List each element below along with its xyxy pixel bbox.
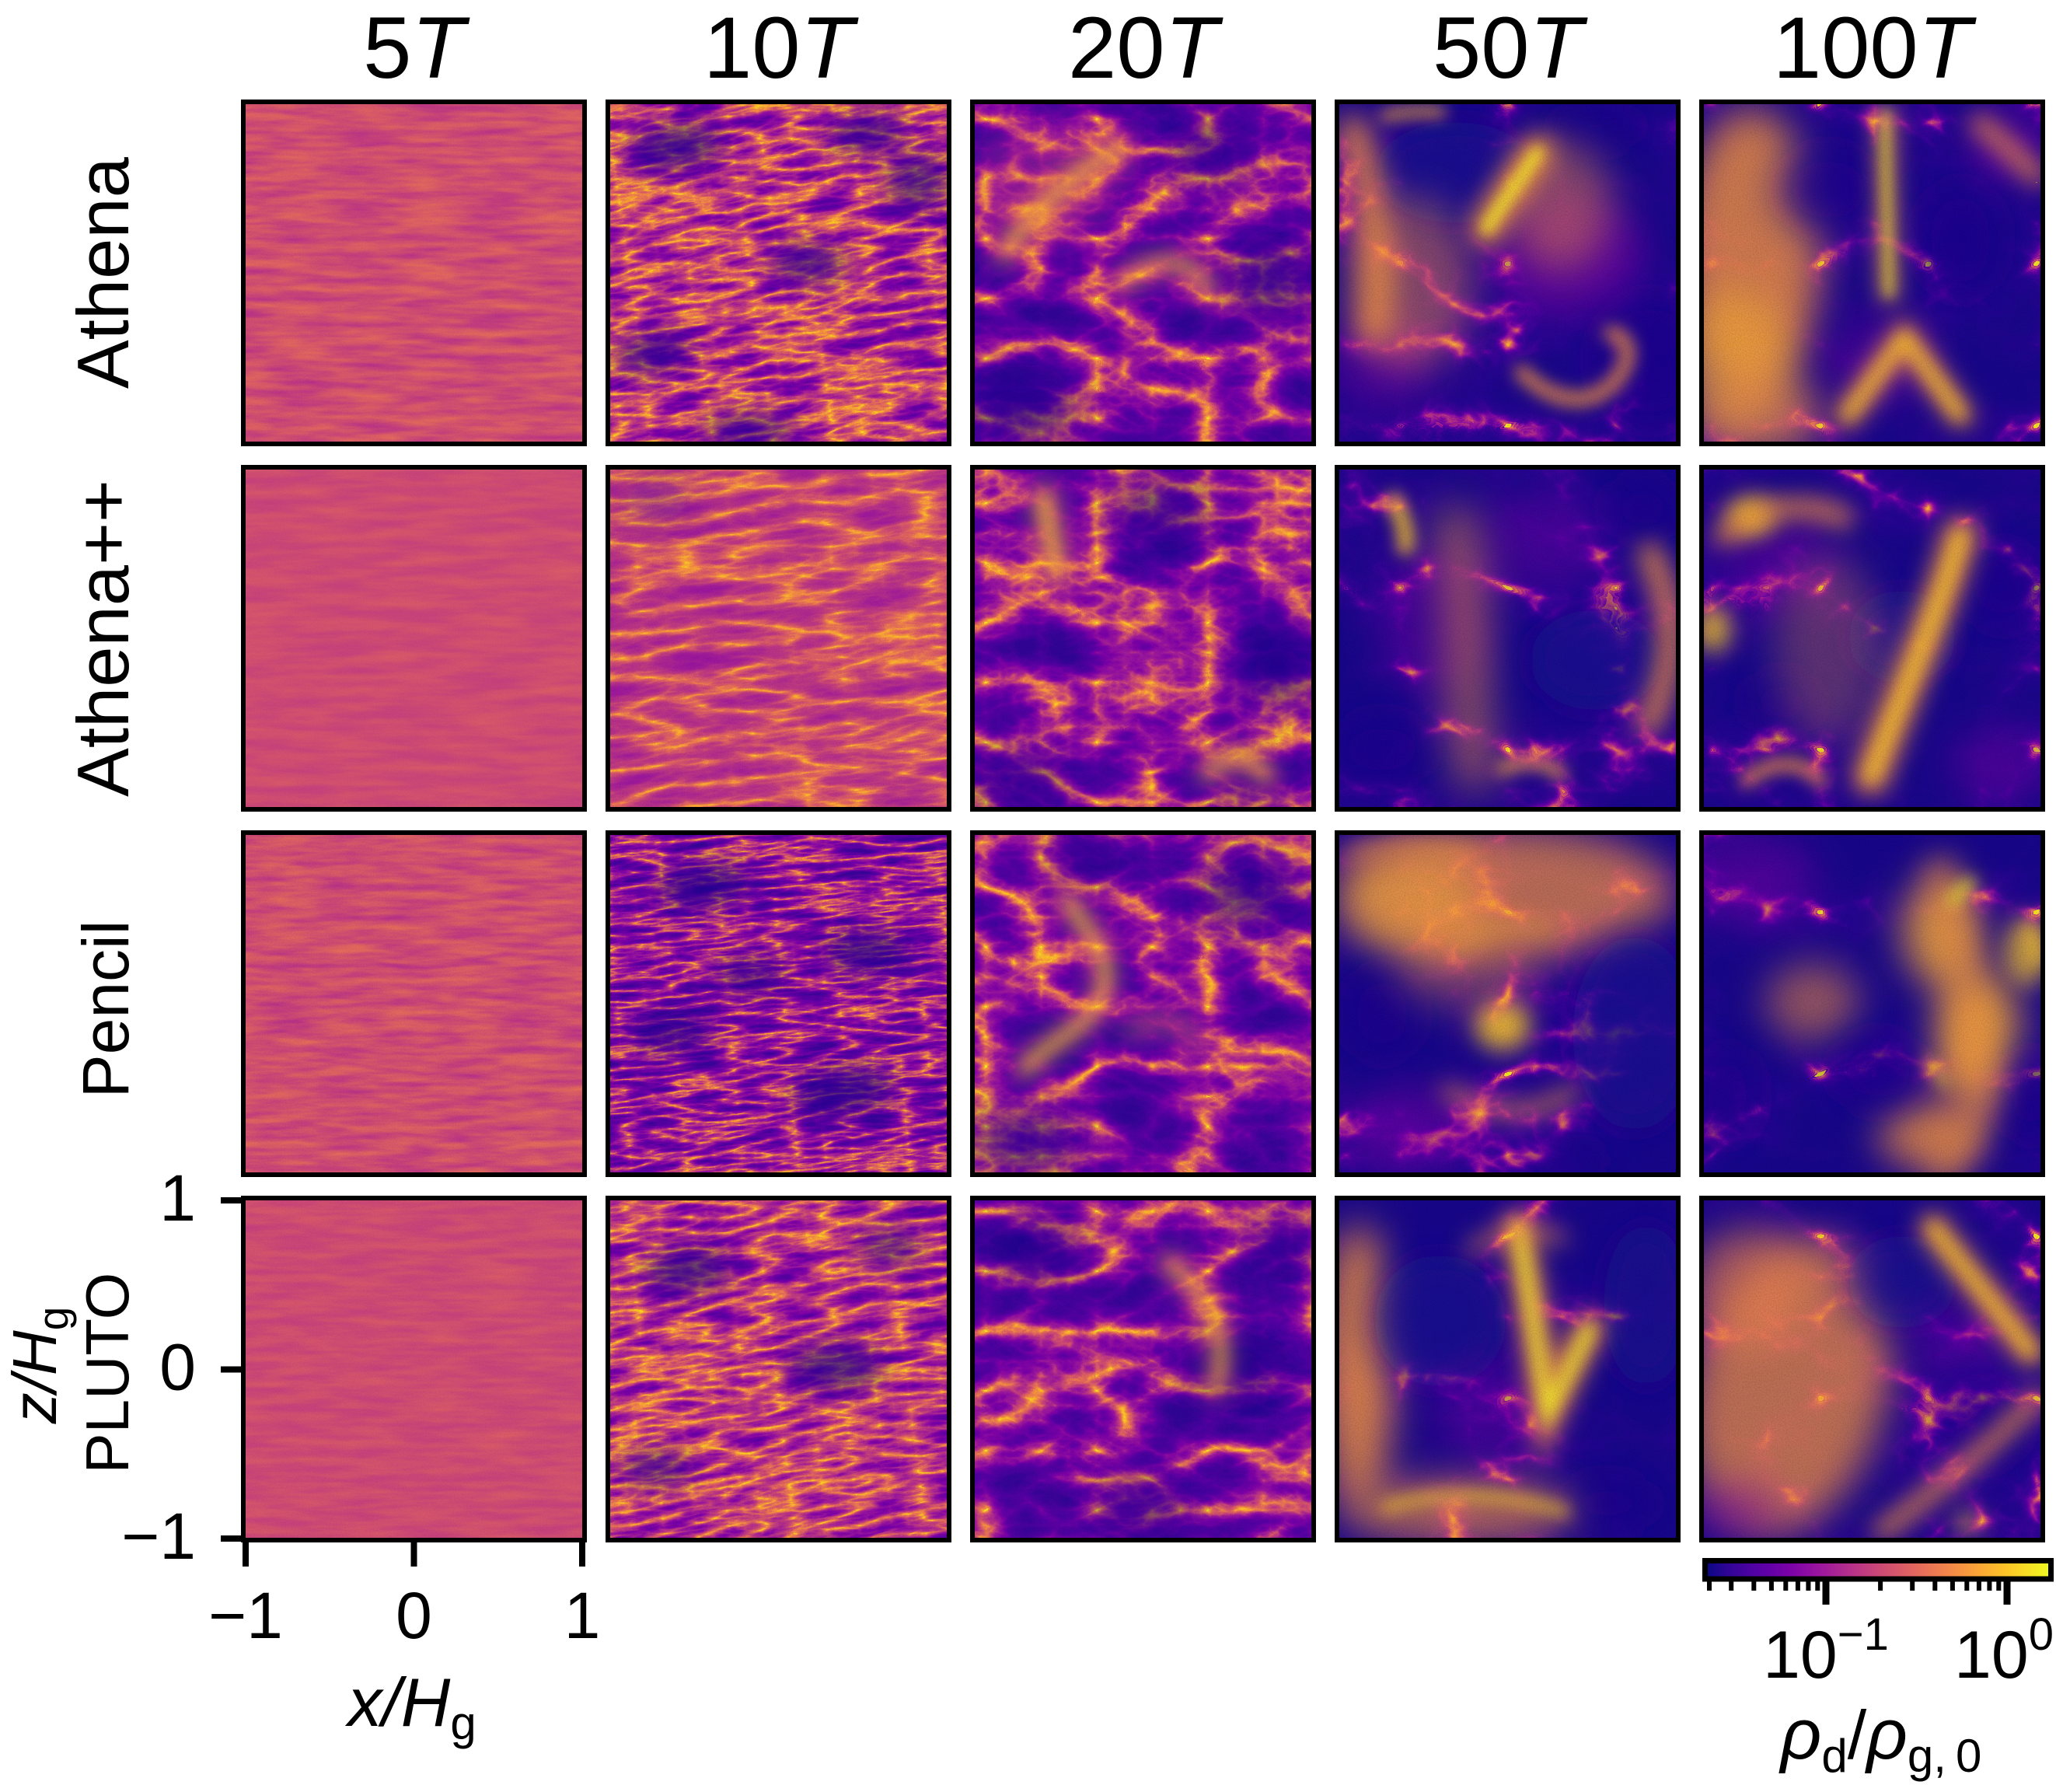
- svg-text:Athena++: Athena++: [62, 480, 144, 797]
- svg-text:20T: 20T: [1068, 0, 1224, 96]
- svg-text:x/Hg: x/Hg: [344, 1664, 476, 1749]
- svg-text:ρd/ρg, 0: ρd/ρg, 0: [1778, 1695, 1982, 1782]
- svg-text:PLUTO: PLUTO: [73, 1273, 141, 1474]
- svg-text:1: 1: [564, 1579, 601, 1652]
- svg-text:Pencil: Pencil: [69, 920, 142, 1099]
- svg-text:0: 0: [396, 1579, 432, 1652]
- svg-text:Athena: Athena: [62, 156, 144, 389]
- svg-text:1: 1: [159, 1161, 196, 1235]
- svg-text:10T: 10T: [703, 0, 860, 96]
- svg-text:z/Hg: z/Hg: [0, 1307, 77, 1425]
- svg-text:−1: −1: [121, 1500, 196, 1573]
- svg-text:0: 0: [159, 1331, 196, 1404]
- svg-text:−1: −1: [208, 1579, 283, 1652]
- svg-text:100: 100: [1954, 1609, 2054, 1692]
- svg-text:100T: 100T: [1773, 0, 1977, 96]
- svg-text:50T: 50T: [1433, 0, 1589, 96]
- svg-text:10−1: 10−1: [1763, 1609, 1889, 1692]
- svg-text:5T: 5T: [363, 0, 470, 96]
